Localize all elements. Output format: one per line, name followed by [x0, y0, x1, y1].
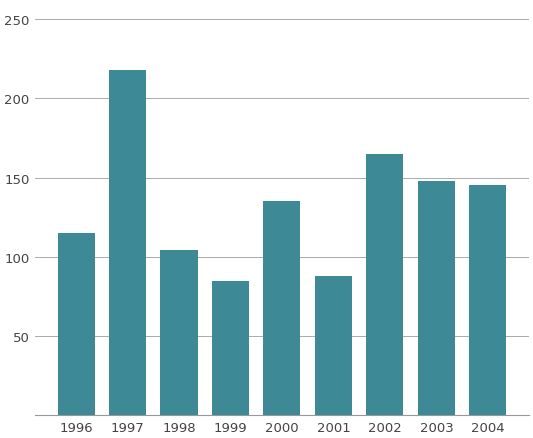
Bar — [109, 71, 146, 415]
Bar — [470, 186, 506, 415]
Bar — [160, 251, 198, 415]
Bar — [263, 202, 301, 415]
Bar — [212, 281, 249, 415]
Bar — [366, 154, 403, 415]
Bar — [58, 233, 94, 415]
Bar — [315, 276, 352, 415]
Bar — [418, 181, 455, 415]
